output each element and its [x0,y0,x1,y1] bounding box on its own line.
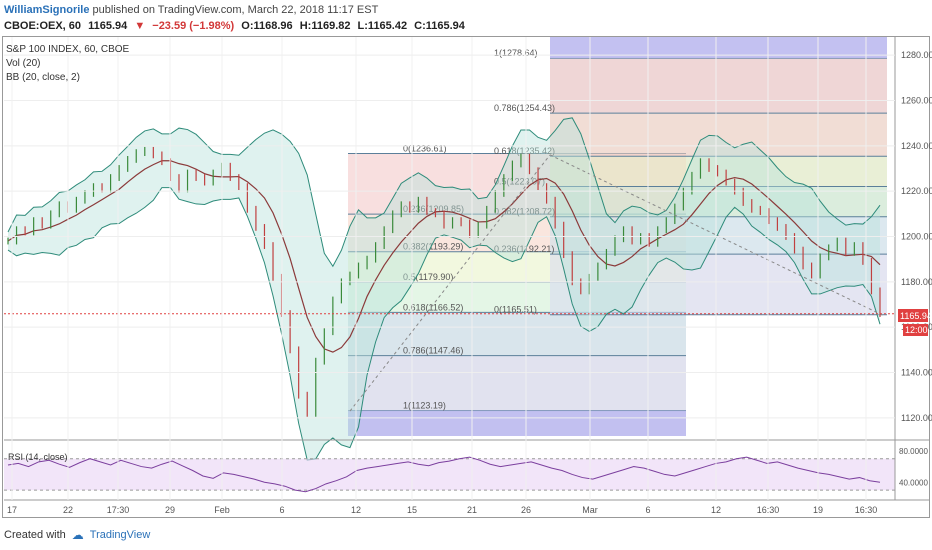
fib-bottom-band [348,410,686,436]
tradingview-brand[interactable]: TradingView [89,529,151,541]
fib_left-level-label: 0.382(1193.29) [403,242,463,252]
ohlc-header: CBOE:OEX, 60 1165.94 ▼ −23.59 (−1.98%) O… [4,20,469,32]
chart-frame [2,36,930,518]
legend-rsi: RSI (14, close) [8,452,68,462]
y-tick-label: 1280.00 [901,50,932,60]
fib_right-zone [550,113,887,157]
legend-title: S&P 100 INDEX, 60, CBOE [6,44,130,55]
time-badge-bg [903,324,928,336]
down-arrow-icon: ▼ [134,20,146,32]
x-tick-label: 21 [467,505,477,515]
open-value: O:1168.96 [241,20,293,32]
x-tick-label: 17:30 [107,505,130,515]
y-tick-label: 1260.00 [901,95,932,105]
y-tick-label: 1240.00 [901,141,932,151]
fib_left-level-label: 0.236(1209.85) [403,204,464,214]
x-tick-label: 16:30 [757,505,780,515]
y-tick-label: 1180.00 [901,277,932,287]
fib-top-band [550,37,887,59]
rsi-band [4,458,895,491]
fib_left-level-label: 0.618(1166.52) [403,302,463,312]
high-value: H:1169.82 [299,20,351,32]
x-tick-label: 22 [63,505,73,515]
change-value: −23.59 (−1.98%) [152,20,235,32]
fib_left-level-label: 0.786(1147.46) [403,346,463,356]
legend-vol: Vol (20) [6,58,40,69]
y-tick-label: 1140.00 [901,368,932,378]
author-link[interactable]: WilliamSignorile [4,4,90,16]
fib_right-level-label: 0.382(1208.72) [494,207,555,217]
trend-line-right [549,154,885,317]
fib_right-level-label: 0.618(1235.42) [494,146,555,156]
footer: Created with ☁ TradingView [4,528,150,542]
fib_right-level-label: 0.786(1254.43) [494,103,555,113]
low-value: L:1165.42 [357,20,408,32]
fib_right-level-label: 1(1278.64) [494,48,538,58]
price-badge-bg [898,309,928,322]
fib_right-level-label: 0.236(1192.21) [494,244,554,254]
x-tick-label: 17 [7,505,17,515]
price-badge: 1165.94 [900,311,932,321]
y-tick-label: 1120.00 [901,413,932,423]
rsi-line [7,456,881,493]
x-tick-label: 15 [407,505,417,515]
x-tick-label: 29 [165,505,175,515]
x-tick-label: 6 [279,505,284,515]
close-value: C:1165.94 [414,20,465,32]
fib_left-level-label: 0(1236.61) [403,144,447,154]
fib_right-level-label: 0(1165.51) [494,305,537,315]
x-tick-label: Mar [582,505,598,515]
legend-bb: BB (20, close, 2) [6,72,80,83]
y-tick-label: 1200.00 [901,232,932,242]
x-tick-label: 6 [645,505,650,515]
rsi-tick-label: 40.0000 [899,478,928,487]
bb-upper [7,117,881,268]
created-with: Created with [4,529,66,541]
symbol-label: CBOE:OEX, 60 [4,20,82,32]
x-tick-label: Feb [214,505,230,515]
fib_right-level-label: 0.5(1222.07) [494,176,545,186]
time-badge: 12:00 [905,325,928,335]
fib_left-level-label: 1(1123.19) [403,401,446,411]
fib_right-zone [550,216,887,255]
last-price: 1165.94 [88,20,128,32]
trend-line-left [349,154,551,412]
publish-info: published on TradingView.com, March 22, … [92,4,379,16]
fib_left-zone [348,355,686,411]
x-tick-label: 16:30 [855,505,878,515]
tradingview-logo-icon: ☁ [71,528,84,542]
x-tick-label: 12 [351,505,361,515]
x-tick-label: 12 [711,505,721,515]
fib_left-level-label: 0.5(1179.90) [403,272,453,282]
x-tick-label: 19 [813,505,823,515]
rsi-pane: 80.0000 40.0000 [4,447,928,493]
rsi-tick-label: 80.0000 [899,447,928,456]
axes: 1280.00 1260.00 1240.00 1220.00 1200.00 1180.… [4,37,932,515]
x-tick-label: 26 [521,505,531,515]
y-tick-label: 1220.00 [901,186,932,196]
fib_right-zone [550,58,887,114]
publish-header: WilliamSignorile published on TradingVie… [4,4,378,16]
fib_left-zone [348,312,686,356]
bb-lower [7,187,881,461]
